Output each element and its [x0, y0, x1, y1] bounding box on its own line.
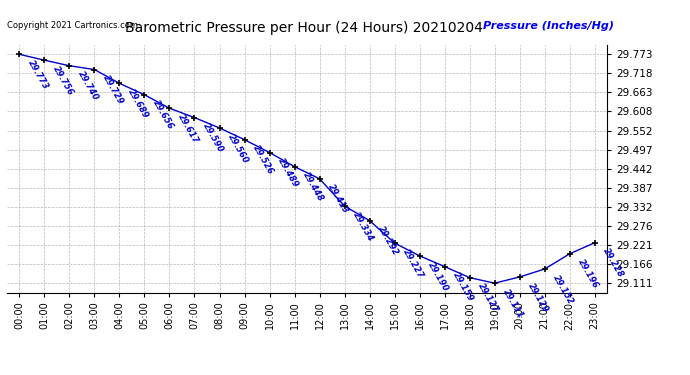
Text: 29.190: 29.190 — [426, 260, 451, 292]
Text: Pressure (Inches/Hg): Pressure (Inches/Hg) — [483, 21, 614, 31]
Text: Copyright 2021 Cartronics.com: Copyright 2021 Cartronics.com — [7, 21, 138, 30]
Text: 29.489: 29.489 — [277, 157, 301, 189]
Text: 29.656: 29.656 — [151, 99, 175, 132]
Text: Barometric Pressure per Hour (24 Hours) 20210204: Barometric Pressure per Hour (24 Hours) … — [125, 21, 482, 34]
Text: 29.740: 29.740 — [77, 70, 101, 102]
Text: 29.448: 29.448 — [302, 171, 326, 204]
Text: 29.152: 29.152 — [551, 273, 575, 306]
Text: 29.129: 29.129 — [526, 281, 551, 314]
Text: 29.292: 29.292 — [377, 225, 401, 257]
Text: 29.617: 29.617 — [177, 112, 201, 145]
Text: 29.526: 29.526 — [251, 144, 275, 177]
Text: 29.196: 29.196 — [577, 258, 601, 291]
Text: 29.127: 29.127 — [477, 282, 501, 315]
Text: 29.159: 29.159 — [451, 271, 475, 303]
Text: 29.756: 29.756 — [51, 64, 75, 97]
Text: 29.773: 29.773 — [26, 58, 50, 91]
Text: 29.111: 29.111 — [502, 287, 526, 320]
Text: 29.560: 29.560 — [226, 132, 250, 165]
Text: 29.227: 29.227 — [402, 247, 426, 280]
Text: 29.334: 29.334 — [351, 210, 375, 243]
Text: 29.413: 29.413 — [326, 183, 351, 216]
Text: 29.689: 29.689 — [126, 87, 150, 120]
Text: 29.590: 29.590 — [201, 122, 226, 154]
Text: 29.228: 29.228 — [602, 247, 626, 279]
Text: 29.729: 29.729 — [101, 74, 126, 106]
